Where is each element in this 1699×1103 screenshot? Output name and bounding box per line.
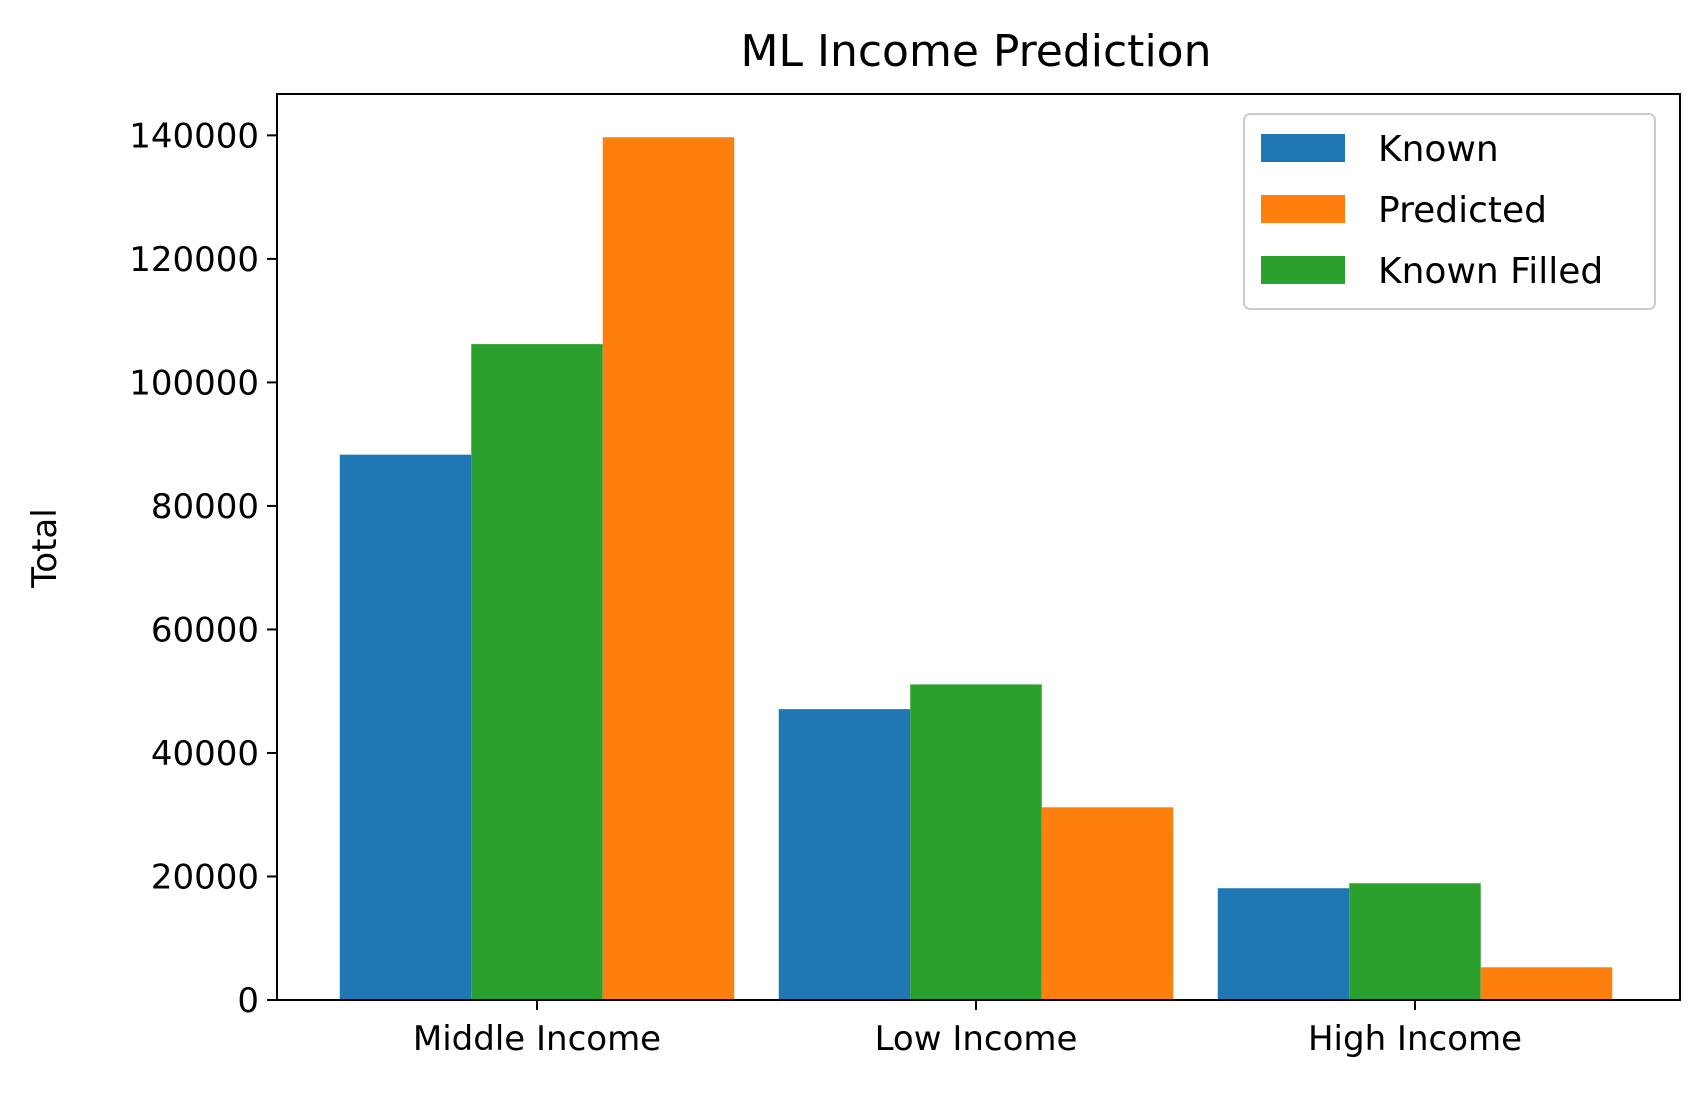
y-tick-label: 60000: [151, 610, 259, 650]
x-tick-label: High Income: [1308, 1019, 1522, 1059]
legend-swatch-predicted: [1261, 195, 1345, 223]
legend: Known Predicted Known Filled: [1243, 113, 1656, 310]
y-tick-label: 20000: [151, 857, 259, 897]
plot-frame: [276, 93, 1681, 1001]
y-axis-label: Total: [25, 508, 65, 588]
y-tick-label: 140000: [129, 116, 259, 156]
y-tick-label: 120000: [129, 240, 259, 280]
chart-title: ML Income Prediction: [741, 26, 1212, 77]
legend-label-known: Known: [1378, 129, 1499, 170]
bar-known-low-income: [778, 709, 911, 1000]
y-tick-label: 80000: [151, 487, 259, 527]
legend-swatch-known: [1261, 134, 1345, 162]
bar-known-high-income: [1217, 888, 1350, 1000]
bar-known-filled-low-income: [910, 684, 1042, 1000]
legend-label-predicted: Predicted: [1378, 190, 1547, 231]
bar-known-filled-high-income: [1349, 883, 1481, 1000]
legend-label-known-filled: Known Filled: [1378, 251, 1603, 292]
y-tick-label: 100000: [129, 363, 259, 403]
bar-predicted-high-income: [1480, 967, 1613, 1000]
x-tick-label: Middle Income: [413, 1019, 661, 1059]
bar-known-filled-middle-income: [471, 344, 603, 1001]
y-tick-label: 40000: [151, 734, 259, 774]
y-axis: 0 20000 40000 60000 80000 100000 120000 140000: [129, 116, 277, 1021]
legend-swatch-known-filled: [1261, 256, 1345, 284]
bar-predicted-low-income: [1041, 807, 1174, 1000]
bar-known-middle-income: [339, 454, 472, 1000]
y-tick-label: 0: [237, 981, 259, 1021]
x-tick-label: Low Income: [875, 1019, 1078, 1059]
bar-predicted-middle-income: [602, 137, 735, 1000]
x-axis: Middle Income Low Income High Income: [413, 1000, 1522, 1059]
legend-box: [1243, 113, 1656, 310]
bars-layer: [339, 137, 1613, 1001]
